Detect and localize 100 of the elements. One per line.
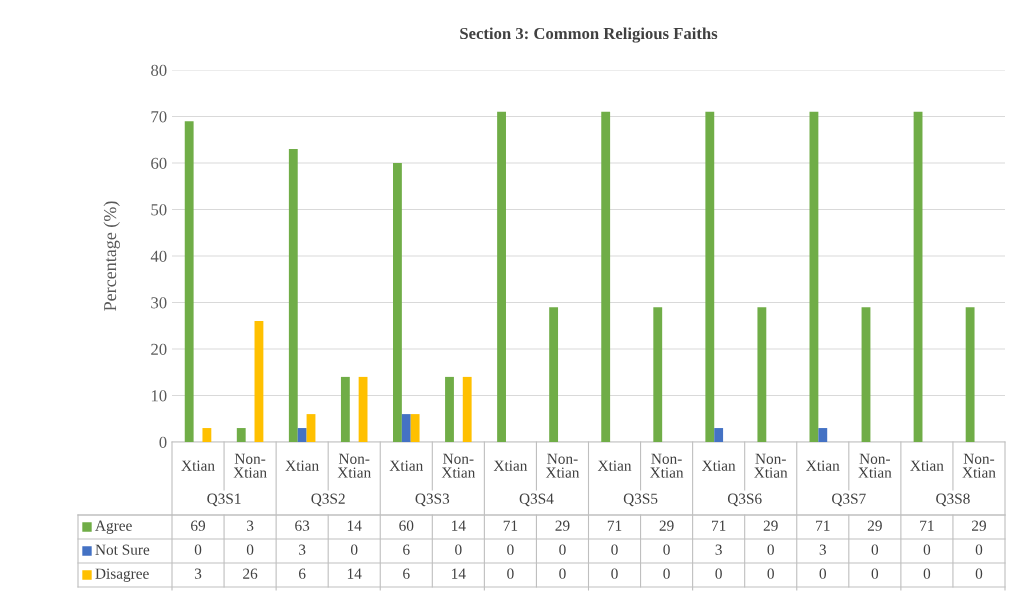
x-tick-label: Xtian (806, 460, 840, 471)
data-label: 3 (247, 520, 254, 531)
data-label: 26 (243, 568, 258, 579)
chart-title: Section 3: Common Religious Faiths (460, 27, 718, 43)
y-tick-label: 20 (151, 343, 167, 355)
bar (184, 121, 194, 442)
bar (401, 414, 411, 442)
data-label: 29 (659, 520, 674, 531)
x-tick-label: Non- Xtian (441, 453, 476, 478)
bar (445, 376, 454, 442)
data-label: 0 (975, 544, 983, 555)
y-tick-label: 0 (159, 436, 167, 448)
data-label: 0 (559, 568, 566, 579)
text: Q3S3 (415, 493, 450, 507)
bar (861, 307, 871, 442)
data-label: 0 (663, 544, 670, 555)
data-label: 0 (871, 544, 879, 555)
data-label: 0 (663, 568, 670, 579)
x-tick-label: Xtian (910, 460, 944, 471)
data-label: 0 (455, 544, 462, 555)
x-tick-label: Non- Xtian (858, 453, 892, 478)
data-label: 0 (923, 568, 931, 579)
bar (653, 307, 663, 442)
data-label: 0 (975, 568, 983, 579)
y-tick-label: 70 (151, 111, 167, 123)
data-label: 0 (194, 544, 202, 555)
y-axis-title: Percentage (%) (103, 201, 120, 311)
text: Q3S1 (207, 493, 241, 507)
data-label: 3 (715, 544, 722, 555)
data-label: 71 (607, 520, 622, 531)
text: Q3S6 (727, 493, 762, 507)
legend-label: Agree (95, 520, 132, 534)
bar (818, 428, 828, 442)
data-label: 0 (611, 544, 618, 555)
x-tick-label: Non- Xtian (545, 453, 580, 478)
bar (202, 428, 212, 442)
data-label: 14 (347, 568, 362, 579)
y-tick-label: 50 (151, 204, 167, 216)
bar (965, 307, 975, 442)
data-label: 29 (867, 520, 882, 531)
data-label: 6 (403, 544, 410, 555)
text: Q3S7 (832, 493, 866, 507)
x-tick-label: Non- Xtian (962, 453, 996, 478)
bar (757, 307, 767, 442)
data-label: 71 (712, 520, 726, 531)
x-tick-label: Xtian (181, 460, 215, 471)
bar (297, 428, 307, 442)
bar (601, 111, 611, 442)
text: Q3S8 (936, 493, 970, 507)
data-label: 71 (816, 520, 830, 531)
data-label: 0 (819, 568, 827, 579)
data-label: 14 (452, 520, 466, 531)
x-tick-label: Xtian (493, 460, 528, 471)
data-label: 0 (715, 568, 722, 579)
data-label: 0 (767, 544, 774, 555)
data-label: 0 (923, 544, 931, 555)
x-tick-label: Non- Xtian (337, 453, 371, 478)
bar (705, 111, 715, 442)
data-label: 3 (819, 544, 826, 555)
data-label: 6 (403, 568, 410, 579)
bar (288, 149, 298, 442)
bar (809, 111, 819, 442)
bar (410, 414, 420, 442)
data-label: 29 (972, 520, 986, 531)
data-label: 0 (767, 568, 774, 579)
data-label: 60 (399, 520, 414, 531)
legend-label: Disagree (95, 568, 149, 582)
x-tick-label: Xtian (285, 460, 319, 471)
y-tick-label: 60 (151, 157, 167, 169)
data-label: 29 (555, 520, 570, 531)
data-label: 14 (452, 568, 466, 579)
legend-label: Not Sure (95, 544, 150, 555)
data-label: 0 (507, 544, 514, 555)
bar (462, 376, 472, 442)
bar (714, 428, 724, 442)
bar (254, 321, 264, 442)
data-label: 0 (350, 544, 358, 555)
data-label: 0 (507, 568, 514, 579)
data-label: 14 (347, 520, 362, 531)
bar (497, 111, 506, 442)
x-tick-label: Non- Xtian (754, 453, 788, 478)
y-tick-label: 80 (151, 64, 167, 76)
data-label: 29 (763, 520, 778, 531)
data-label: 3 (299, 544, 306, 555)
bar (236, 428, 246, 442)
text: Q3S4 (519, 493, 554, 507)
data-label: 0 (611, 568, 618, 579)
data-label: 71 (920, 520, 934, 531)
data-label: 0 (246, 544, 254, 555)
x-tick-label: Xtian (597, 460, 632, 471)
bar (306, 414, 316, 442)
bar (340, 376, 350, 442)
x-tick-label: Xtian (702, 460, 736, 471)
data-label: 63 (295, 520, 310, 531)
data-label: 0 (559, 544, 566, 555)
x-tick-label: Xtian (389, 460, 424, 471)
data-label: 0 (871, 568, 879, 579)
bar (358, 376, 368, 442)
x-tick-label: Non- Xtian (649, 453, 684, 478)
y-tick-label: 30 (151, 297, 167, 309)
